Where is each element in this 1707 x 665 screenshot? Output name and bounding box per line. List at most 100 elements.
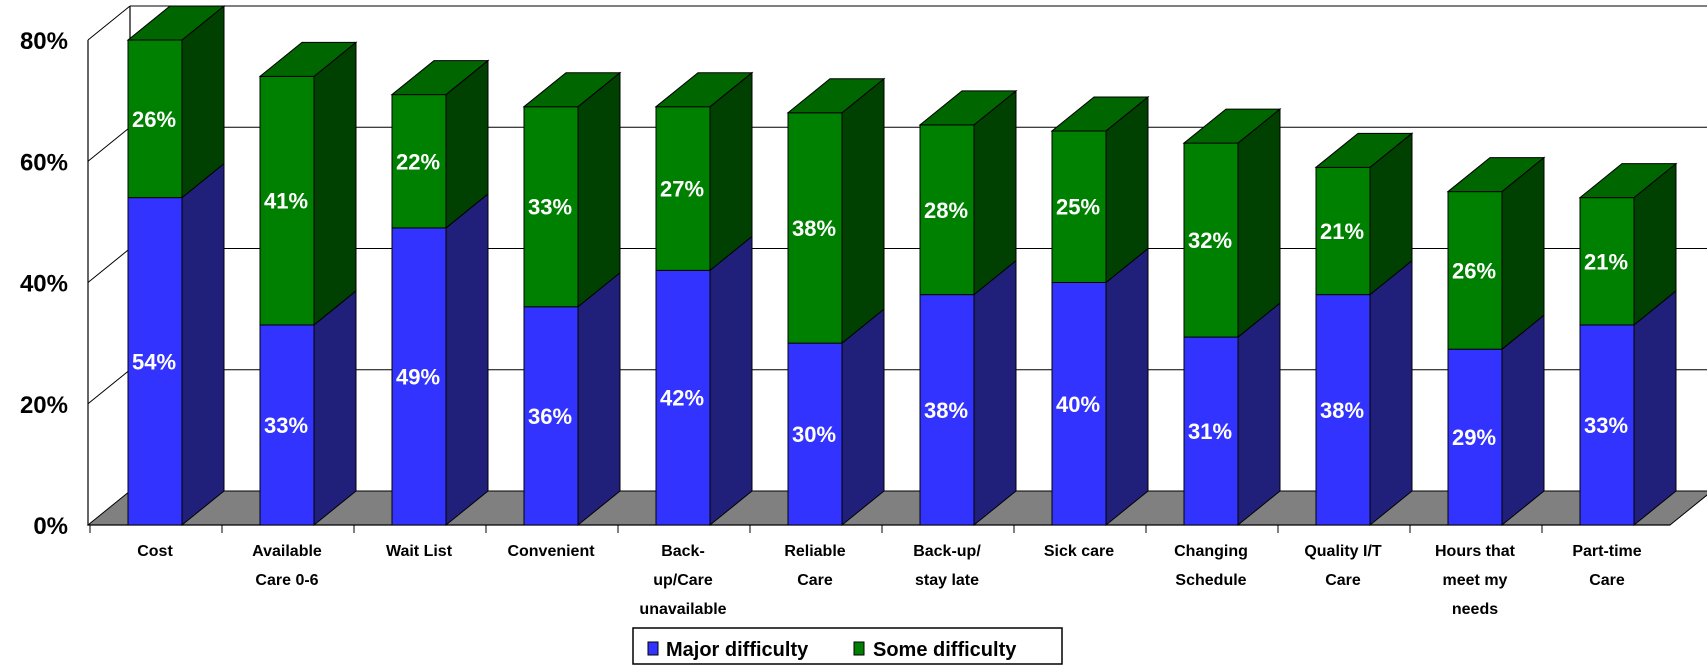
bar-front-major-difficulty xyxy=(259,324,315,526)
bar-side-some-difficulty xyxy=(1237,108,1281,339)
bar-side-major-difficulty xyxy=(841,308,885,527)
bar-front-major-difficulty xyxy=(787,342,843,526)
bar-side-some-difficulty xyxy=(973,89,1017,296)
bar-side-some-difficulty xyxy=(841,77,885,345)
bar-front-major-difficulty xyxy=(919,294,975,526)
x-category-label: Available Care 0-6 xyxy=(252,543,322,589)
bar-front-some-difficulty xyxy=(1051,130,1107,283)
bar-front-some-difficulty xyxy=(1579,197,1635,326)
bar-segment-major-difficulty: 38% xyxy=(919,259,1017,527)
bar-top xyxy=(918,90,1018,126)
y-axis-tick-labels: 0% 20% 40% 60% 80% xyxy=(20,28,68,540)
bar-side-major-difficulty xyxy=(445,192,489,527)
data-label-major-difficulty: 33% xyxy=(264,413,308,438)
data-label-major-difficulty: 54% xyxy=(132,349,176,374)
bar-side-major-difficulty xyxy=(1633,289,1677,527)
x-category-label: Back-up/stay late xyxy=(913,543,981,589)
bar-side-major-difficulty xyxy=(181,162,225,527)
x-category-label: Sick care xyxy=(1044,543,1114,560)
legend-swatch-some-difficulty xyxy=(853,641,865,656)
data-label-some-difficulty: 21% xyxy=(1320,219,1364,244)
data-label-some-difficulty: 22% xyxy=(396,149,440,174)
bar-side-major-difficulty xyxy=(1237,302,1281,527)
legend-box xyxy=(632,627,1063,665)
bar-front-major-difficulty xyxy=(127,197,183,526)
data-label-major-difficulty: 31% xyxy=(1188,419,1232,444)
bar-front-some-difficulty xyxy=(1315,166,1371,296)
bar-segment-some-difficulty: 21% xyxy=(1578,162,1678,326)
bar-top xyxy=(1050,96,1150,132)
data-label-some-difficulty: 26% xyxy=(1452,258,1496,283)
bar-side-major-difficulty xyxy=(577,271,621,527)
side-gridline-80 xyxy=(87,5,131,41)
side-gridline-60 xyxy=(87,126,131,162)
bar-segment-some-difficulty: 26% xyxy=(126,4,226,199)
bar-front-major-difficulty xyxy=(1051,282,1107,526)
bar-segment-major-difficulty: 30% xyxy=(787,308,885,527)
bar-top xyxy=(1578,163,1678,199)
y-tick-label: 40% xyxy=(20,271,68,298)
data-label-major-difficulty: 33% xyxy=(1584,413,1628,438)
bar-group-back-up-stay-late: 38% 28% xyxy=(918,89,1018,527)
bar-front-major-difficulty xyxy=(1447,348,1503,526)
legend-swatch-major-difficulty xyxy=(647,641,659,656)
bar-side-some-difficulty xyxy=(577,71,621,308)
bar-group-hours-that-meet-my-needs: 29% 26% xyxy=(1446,156,1546,527)
bar-front-major-difficulty xyxy=(1579,324,1635,526)
data-label-some-difficulty: 27% xyxy=(660,177,704,202)
x-category-label: Part-time Care xyxy=(1572,543,1641,589)
data-label-some-difficulty: 32% xyxy=(1188,228,1232,253)
x-category-label: Changing Schedule xyxy=(1174,543,1248,589)
bar-group-available-care-0-6: 33% 41% xyxy=(258,41,358,527)
bar-top xyxy=(258,41,358,77)
bar-segment-major-difficulty: 40% xyxy=(1051,247,1149,527)
bar-front-major-difficulty xyxy=(391,227,447,526)
bar-segment-some-difficulty: 28% xyxy=(918,89,1018,296)
bar-segment-some-difficulty: 41% xyxy=(258,41,358,326)
legend-label-some-difficulty: Some difficulty xyxy=(873,639,1017,661)
bar-group-sick-care: 40% 25% xyxy=(1050,95,1150,527)
data-label-major-difficulty: 38% xyxy=(1320,398,1364,423)
bar-front-major-difficulty xyxy=(523,306,579,526)
bar-top xyxy=(522,72,622,108)
bar-segment-major-difficulty: 29% xyxy=(1447,314,1545,527)
bar-side-major-difficulty xyxy=(1369,259,1413,527)
bar-segment-major-difficulty: 42% xyxy=(655,235,753,527)
bar-top xyxy=(654,72,754,108)
x-axis-category-labels: Cost Available Care 0-6 Wait List Convenient… xyxy=(137,543,1642,618)
bar-side-major-difficulty xyxy=(313,289,357,527)
bar-side-some-difficulty xyxy=(709,71,753,272)
y-tick-label: 0% xyxy=(33,513,68,540)
data-label-major-difficulty: 49% xyxy=(396,364,440,389)
bar-top xyxy=(1182,108,1282,144)
data-label-some-difficulty: 38% xyxy=(792,216,836,241)
data-label-major-difficulty: 29% xyxy=(1452,425,1496,450)
y-tick-label: 60% xyxy=(20,149,68,176)
bar-segment-some-difficulty: 32% xyxy=(1182,108,1282,339)
bar-group-cost: 54% 26% xyxy=(126,4,226,527)
y-tick-label: 20% xyxy=(20,392,68,419)
bar-segment-some-difficulty: 21% xyxy=(1314,132,1414,296)
bar-group-changing-schedule: 31% 32% xyxy=(1182,108,1282,527)
data-label-some-difficulty: 26% xyxy=(132,107,176,132)
bar-segment-major-difficulty: 36% xyxy=(523,271,621,527)
bar-segment-some-difficulty: 27% xyxy=(654,71,754,272)
bars: 54% 26% 33% 41% 49% 22% 36% 33% 42% 27% 30% 38% 38% 2… xyxy=(126,4,1678,527)
legend: Major difficulty Some difficulty xyxy=(632,627,1063,665)
legend-label-major-difficulty: Major difficulty xyxy=(666,639,809,661)
side-gridline-20 xyxy=(87,369,131,405)
bar-segment-some-difficulty: 25% xyxy=(1050,95,1150,284)
bar-side-major-difficulty xyxy=(973,259,1017,527)
data-label-major-difficulty: 42% xyxy=(660,386,704,411)
bar-segment-major-difficulty: 54% xyxy=(127,162,225,527)
bar-side-major-difficulty xyxy=(709,235,753,527)
x-category-label: Cost xyxy=(137,543,173,560)
bar-segment-major-difficulty: 38% xyxy=(1315,259,1413,527)
bar-group-reliable-care: 30% 38% xyxy=(786,77,886,527)
chart-walls xyxy=(86,5,1707,533)
bar-front-major-difficulty xyxy=(1183,336,1239,526)
bar-segment-some-difficulty: 22% xyxy=(390,59,490,229)
bar-top xyxy=(390,60,490,96)
bar-side-some-difficulty xyxy=(313,41,357,326)
bar-front-major-difficulty xyxy=(1315,294,1371,526)
